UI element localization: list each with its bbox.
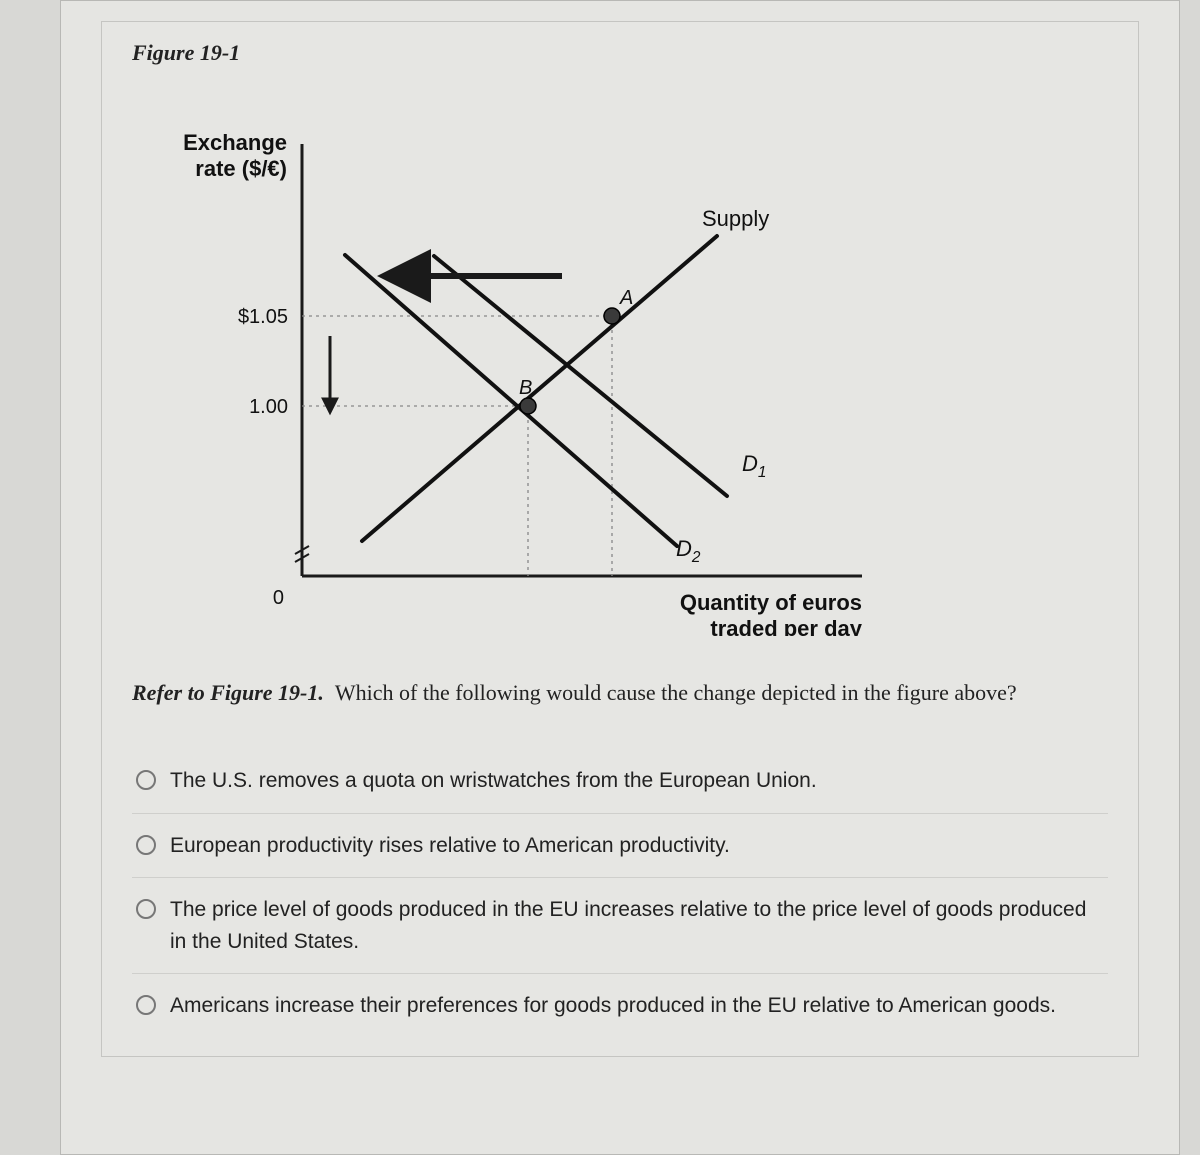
svg-text:1.00: 1.00 bbox=[249, 396, 288, 418]
svg-text:B: B bbox=[519, 377, 532, 399]
option-row[interactable]: Americans increase their preferences for… bbox=[132, 973, 1108, 1038]
svg-text:D2: D2 bbox=[676, 536, 701, 566]
svg-text:D1: D1 bbox=[742, 451, 766, 481]
radio-icon[interactable] bbox=[136, 835, 156, 855]
svg-text:A: A bbox=[619, 287, 633, 309]
question-text: Refer to Figure 19-1. Which of the follo… bbox=[132, 676, 1108, 709]
svg-text:0: 0 bbox=[273, 587, 284, 609]
svg-text:Quantity of euros: Quantity of euros bbox=[680, 590, 862, 615]
svg-text:rate ($/€): rate ($/€) bbox=[195, 156, 287, 181]
svg-text:$1.05: $1.05 bbox=[238, 306, 288, 328]
radio-icon[interactable] bbox=[136, 995, 156, 1015]
question-ref: Refer to Figure 19-1. bbox=[132, 680, 324, 705]
radio-icon[interactable] bbox=[136, 899, 156, 919]
radio-icon[interactable] bbox=[136, 770, 156, 790]
question-body: Which of the following would cause the c… bbox=[335, 680, 1017, 705]
options-list: The U.S. removes a quota on wristwatches… bbox=[132, 749, 1108, 1038]
option-label: The U.S. removes a quota on wristwatches… bbox=[170, 765, 817, 797]
option-label: The price level of goods produced in the… bbox=[170, 894, 1108, 957]
figure-title: Figure 19-1 bbox=[132, 40, 1108, 66]
option-row[interactable]: The U.S. removes a quota on wristwatches… bbox=[132, 749, 1108, 813]
svg-text:traded per day: traded per day bbox=[710, 616, 862, 636]
svg-text:Exchange: Exchange bbox=[183, 130, 287, 155]
option-label: Americans increase their preferences for… bbox=[170, 990, 1056, 1022]
option-label: European productivity rises relative to … bbox=[170, 830, 730, 862]
exchange-rate-chart: Exchangerate ($/€) Quantity of eurostrade… bbox=[142, 96, 922, 636]
svg-text:Supply: Supply bbox=[702, 206, 769, 231]
option-row[interactable]: European productivity rises relative to … bbox=[132, 813, 1108, 878]
option-row[interactable]: The price level of goods produced in the… bbox=[132, 877, 1108, 973]
